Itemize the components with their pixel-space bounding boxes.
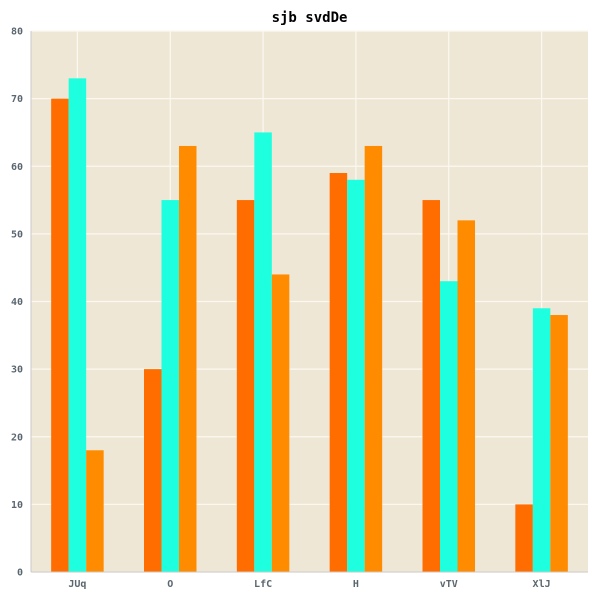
bar-vTV-series-1 — [422, 200, 440, 572]
y-tick-label: 50 — [11, 229, 23, 240]
x-tick-label: H — [353, 579, 359, 590]
x-tick-label: XlJ — [533, 579, 551, 590]
x-tick-label: LfC — [254, 579, 272, 590]
x-tick-label: vTV — [440, 579, 458, 590]
bar-JUq-series-3 — [86, 450, 104, 572]
bar-XlJ-series-1 — [515, 504, 533, 572]
bar-XlJ-series-3 — [550, 315, 568, 572]
x-tick-label: JUq — [68, 579, 86, 590]
bar-JUq-series-1 — [51, 98, 69, 572]
chart-title: sjb svdDe — [272, 10, 348, 26]
bars — [51, 78, 568, 573]
y-tick-label: 60 — [11, 162, 23, 173]
bar-LfC-series-3 — [271, 274, 290, 572]
x-tick-label: O — [167, 579, 173, 590]
bar-LfC-series-2 — [254, 132, 272, 572]
bar-JUq-series-2 — [68, 78, 87, 573]
axes — [30, 31, 588, 573]
y-tick-label: 30 — [11, 365, 23, 376]
y-tick-label: 70 — [11, 94, 23, 105]
bar-O-series-3 — [179, 145, 197, 572]
bar-vTV-series-3 — [457, 220, 475, 572]
bar-XlJ-series-2 — [532, 308, 551, 572]
bar-H-series-1 — [329, 173, 348, 572]
bar-O-series-1 — [144, 369, 162, 572]
bar-H-series-2 — [347, 179, 365, 572]
y-tick-label: 20 — [11, 432, 23, 443]
y-tick-label: 80 — [11, 27, 23, 38]
bar-vTV-series-2 — [440, 281, 458, 572]
y-tick-label: 0 — [17, 568, 23, 579]
bar-LfC-series-1 — [236, 200, 255, 572]
bar-H-series-3 — [364, 145, 383, 572]
y-tick-label: 10 — [11, 500, 23, 511]
bar-O-series-2 — [161, 200, 179, 572]
y-tick-label: 40 — [11, 297, 23, 308]
